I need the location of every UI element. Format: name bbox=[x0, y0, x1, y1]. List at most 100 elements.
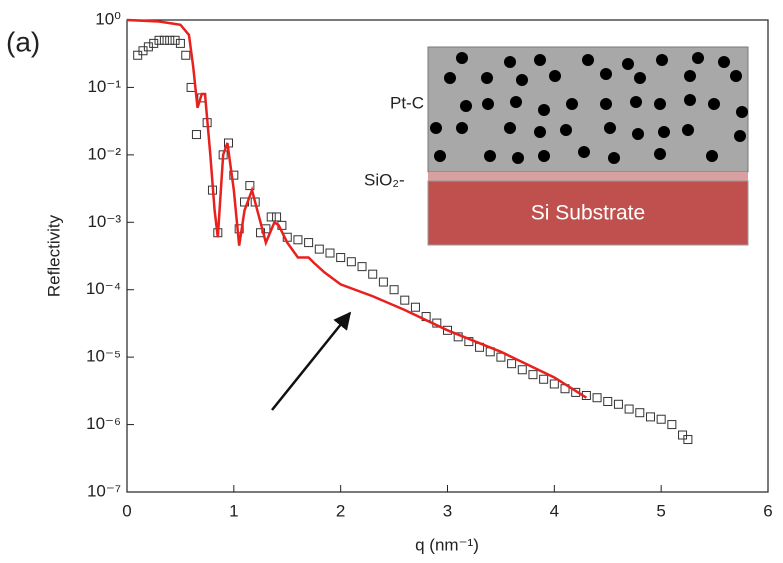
data-point bbox=[165, 35, 175, 45]
y-axis-label: Reflectivity bbox=[44, 214, 63, 297]
y-tick-label: 10⁻¹ bbox=[87, 77, 121, 96]
particle bbox=[481, 72, 493, 84]
particle bbox=[578, 146, 590, 158]
data-point bbox=[410, 302, 420, 312]
fit-line bbox=[126, 18, 588, 399]
data-point bbox=[304, 238, 314, 248]
data-point bbox=[159, 35, 169, 45]
data-point bbox=[592, 393, 602, 403]
particle bbox=[538, 150, 550, 162]
y-tick-label: 10⁻⁶ bbox=[86, 414, 121, 433]
data-point bbox=[368, 269, 378, 279]
particle bbox=[730, 70, 742, 82]
data-point bbox=[549, 379, 559, 389]
y-tick-label: 10⁻² bbox=[87, 144, 121, 163]
particle bbox=[534, 126, 546, 138]
data-point bbox=[181, 50, 191, 60]
particle bbox=[708, 98, 720, 110]
x-axis-label: q (nm⁻¹) bbox=[415, 535, 479, 554]
data-point bbox=[272, 212, 282, 222]
data-point bbox=[667, 420, 677, 430]
data-point bbox=[143, 42, 153, 52]
particle bbox=[482, 98, 494, 110]
data-point bbox=[245, 181, 255, 191]
particle bbox=[456, 122, 468, 134]
data-point bbox=[645, 412, 655, 422]
data-point bbox=[683, 435, 693, 445]
inset-label: Pt-C bbox=[390, 93, 424, 112]
particle bbox=[632, 128, 644, 140]
y-tick-label: 10⁻³ bbox=[87, 212, 121, 231]
inset-label: SiO₂- bbox=[364, 170, 405, 189]
data-point bbox=[336, 253, 346, 263]
data-point bbox=[378, 277, 388, 287]
data-point bbox=[314, 244, 324, 254]
data-point bbox=[266, 212, 276, 222]
particle bbox=[504, 122, 516, 134]
particle bbox=[656, 54, 668, 66]
data-point bbox=[656, 414, 666, 424]
inset-label: Si Substrate bbox=[531, 202, 645, 225]
data-point bbox=[678, 430, 688, 440]
data-point bbox=[507, 359, 517, 369]
particle bbox=[534, 54, 546, 66]
data-point bbox=[539, 374, 549, 384]
data-point bbox=[154, 35, 164, 45]
data-point bbox=[293, 235, 303, 245]
data-point bbox=[389, 285, 399, 295]
particle bbox=[566, 98, 578, 110]
particle bbox=[538, 104, 550, 116]
data-point bbox=[400, 295, 410, 305]
particle bbox=[484, 150, 496, 162]
particle bbox=[600, 98, 612, 110]
si-layer bbox=[427, 180, 749, 246]
x-tick-label: 3 bbox=[443, 501, 452, 520]
particle bbox=[692, 52, 704, 64]
sio2-layer bbox=[428, 172, 748, 181]
particles bbox=[430, 52, 748, 164]
particle bbox=[512, 152, 524, 164]
y-tick-label: 10⁻⁷ bbox=[87, 481, 121, 500]
data-point bbox=[517, 365, 527, 375]
x-tick-label: 0 bbox=[122, 501, 131, 520]
particle bbox=[734, 130, 746, 142]
data-point bbox=[191, 130, 201, 140]
particle bbox=[582, 54, 594, 66]
arrow bbox=[271, 311, 352, 411]
data-point bbox=[175, 38, 185, 48]
particle bbox=[718, 56, 730, 68]
particle bbox=[604, 122, 616, 134]
data-point bbox=[357, 262, 367, 272]
particle bbox=[460, 100, 472, 112]
particle bbox=[654, 148, 666, 160]
particle bbox=[684, 94, 696, 106]
y-tick-label: 10⁻⁴ bbox=[86, 279, 121, 298]
particle bbox=[736, 106, 748, 118]
particle bbox=[516, 74, 528, 86]
data-point bbox=[443, 325, 452, 335]
data-point bbox=[346, 257, 356, 267]
data-point bbox=[624, 404, 634, 414]
x-tick-label: 6 bbox=[763, 501, 772, 520]
data-point bbox=[635, 408, 645, 418]
particle bbox=[630, 96, 642, 108]
particle bbox=[456, 52, 468, 64]
particle bbox=[444, 72, 456, 84]
data-point bbox=[613, 399, 623, 409]
particle bbox=[658, 126, 670, 138]
particle bbox=[510, 96, 522, 108]
data-point bbox=[170, 35, 180, 45]
data-point bbox=[528, 370, 538, 380]
particle bbox=[634, 72, 646, 84]
data-point bbox=[229, 170, 239, 180]
particle bbox=[549, 70, 561, 82]
particle bbox=[706, 150, 718, 162]
particle bbox=[434, 150, 446, 162]
particle bbox=[504, 56, 516, 68]
particle bbox=[654, 98, 666, 110]
y-tick-label: 10⁰ bbox=[95, 9, 121, 28]
particle bbox=[682, 124, 694, 136]
inset: Si Substrate Pt-C SiO₂- bbox=[364, 46, 749, 246]
y-tick-label: 10⁻⁵ bbox=[86, 347, 121, 366]
